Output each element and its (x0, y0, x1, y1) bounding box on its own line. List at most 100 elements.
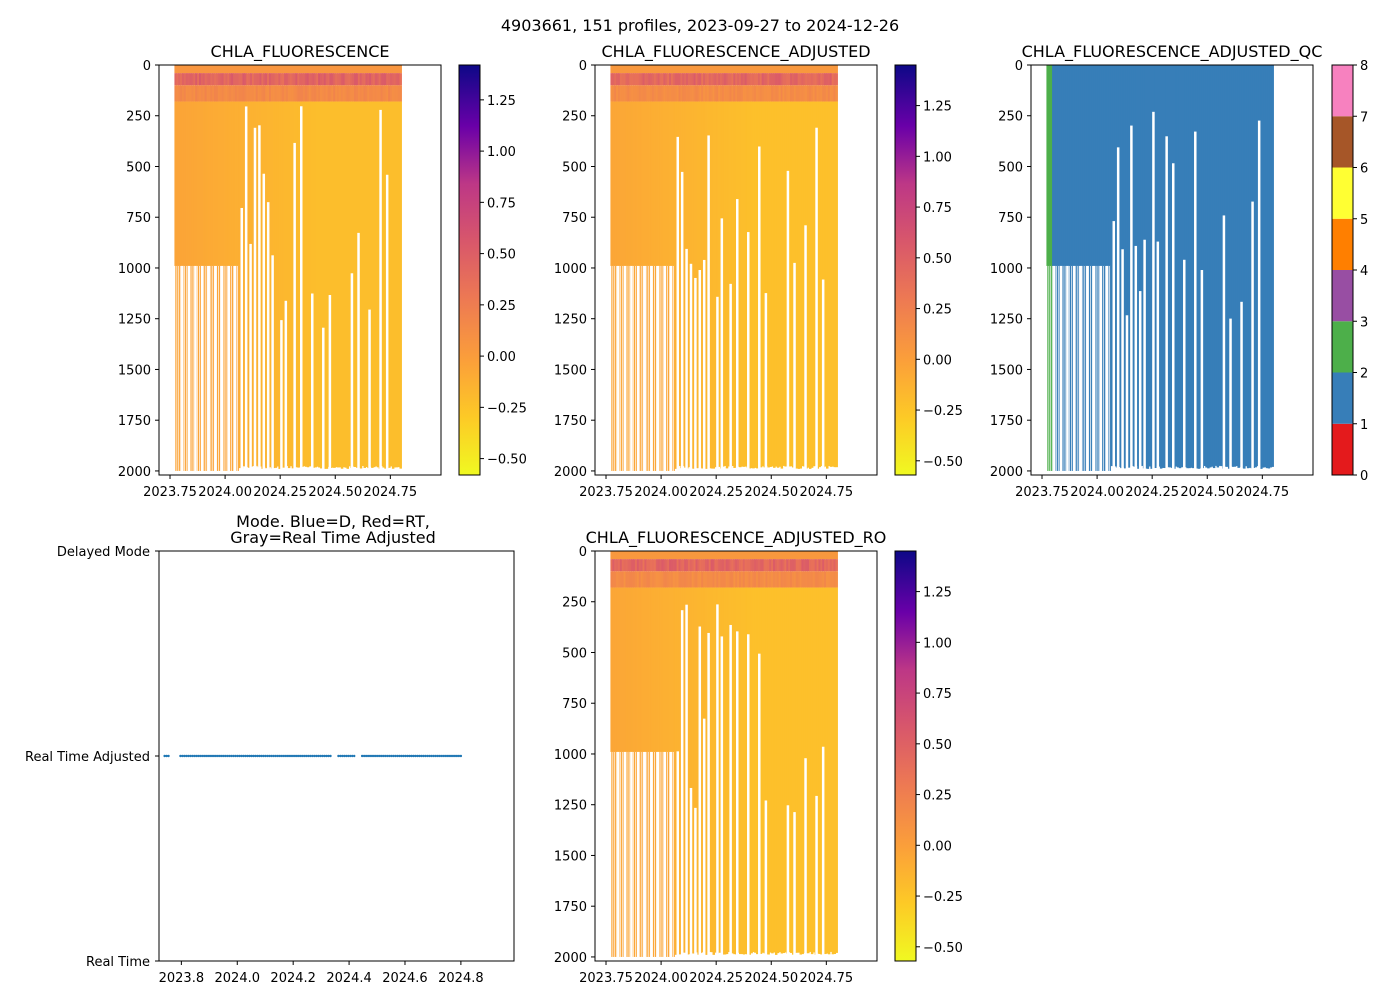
heat-cell (746, 73, 750, 86)
heat-cell (682, 101, 685, 467)
colorbar-tick-label: −0.25 (923, 890, 963, 905)
heat-cell (703, 559, 706, 572)
heat-cell (665, 587, 668, 752)
heat-cell (704, 559, 708, 572)
heat-cell (246, 101, 249, 468)
mode-point (206, 754, 210, 758)
heat-cell (812, 571, 816, 588)
heat-cell (708, 101, 712, 469)
heat-cell (773, 587, 776, 953)
heat-cell (761, 571, 765, 588)
heat-cell (805, 559, 808, 572)
heat-cell (191, 101, 194, 266)
heat-cell (727, 571, 731, 588)
heat-cell (612, 571, 615, 588)
heat-cell (657, 65, 661, 74)
heat-cell (791, 73, 795, 86)
mode-point (441, 754, 445, 758)
heat-cell (686, 551, 689, 560)
heat-cell (205, 265, 207, 471)
heat-cell (742, 65, 746, 74)
heat-cell (225, 101, 228, 266)
heat-cell (791, 571, 795, 588)
heat-cell (693, 73, 697, 86)
heat-cell (627, 587, 630, 752)
colorbar-tick-label: 0.50 (923, 252, 952, 267)
heat-cell (195, 85, 198, 102)
heat-cell (191, 65, 194, 74)
heat-cell (236, 101, 240, 266)
y-tick-label: 500 (562, 160, 587, 175)
heat-cell (822, 73, 825, 86)
heat-cell (259, 65, 263, 74)
heat-cell (818, 65, 821, 74)
heat-cell (810, 73, 814, 86)
heat-cell (646, 73, 649, 86)
heat-cell (731, 73, 734, 86)
x-tick-label: 2024.75 (799, 971, 853, 986)
heat-cell (614, 65, 617, 74)
heat-cell (793, 559, 797, 572)
panel-mode: Mode. Blue=D, Red=RT, Gray=Real Time Adj… (25, 512, 515, 986)
heat-cell (672, 65, 676, 74)
heat-cell (644, 101, 647, 266)
heat-cell (614, 571, 617, 588)
heat-cell (1209, 65, 1212, 468)
heat-cell (185, 85, 189, 102)
colorbar-frame (894, 550, 917, 962)
heat-cell (816, 551, 820, 560)
gap-stripe (669, 265, 673, 475)
heat-cell (778, 571, 782, 588)
heat-cell (712, 73, 716, 86)
heat-cell (654, 751, 656, 957)
heat-cell (202, 101, 206, 266)
heat-cell (820, 551, 823, 560)
mode-point (256, 754, 259, 758)
heat-cell (699, 85, 702, 102)
gap-stripe (187, 265, 191, 475)
heat-cell (202, 85, 206, 102)
heat-cell (1086, 65, 1089, 266)
heat-cell (742, 571, 746, 588)
heat-cell (344, 65, 348, 74)
heat-cell (650, 571, 653, 588)
heat-cell (807, 73, 810, 86)
heat-cell (801, 65, 804, 74)
heat-cell (653, 551, 657, 560)
mode-point (455, 754, 459, 758)
gap-stripe (804, 758, 807, 961)
heat-cell (1090, 265, 1092, 471)
heat-cell (635, 101, 638, 266)
gap-stripe (258, 125, 261, 475)
heat-cell (255, 101, 259, 466)
heat-cell (1229, 65, 1233, 467)
heat-cell (801, 571, 804, 588)
heat-cell (175, 265, 177, 471)
panel-chla-fluorescence-adjusted: CHLA_FLUORESCENCE_ADJUSTED 0250500750100… (554, 42, 963, 500)
heat-cell (799, 65, 803, 74)
heat-cell (714, 65, 717, 74)
mode-point (360, 754, 364, 758)
mode-point (451, 754, 455, 758)
y-tick-label: 500 (562, 646, 587, 661)
heat-cell (822, 559, 825, 572)
gap-stripe (1116, 147, 1120, 475)
heat-cell (665, 551, 668, 560)
heat-cell (723, 101, 727, 466)
heat-cell (676, 551, 680, 560)
heat-cell (704, 73, 708, 86)
heat-cell (729, 559, 733, 572)
mode-point (406, 754, 409, 758)
heat-cell (329, 101, 332, 468)
heat-cell (674, 73, 678, 86)
heat-cell (391, 85, 395, 102)
heat-cell (748, 559, 751, 572)
gap-stripe (793, 812, 796, 961)
heat-cell (684, 571, 687, 588)
heat-cell (1055, 65, 1059, 266)
heat-cell (617, 101, 621, 266)
heat-cell (615, 265, 617, 471)
heat-cell (718, 85, 721, 102)
heat-cell (219, 101, 223, 266)
heat-cell (293, 73, 297, 86)
